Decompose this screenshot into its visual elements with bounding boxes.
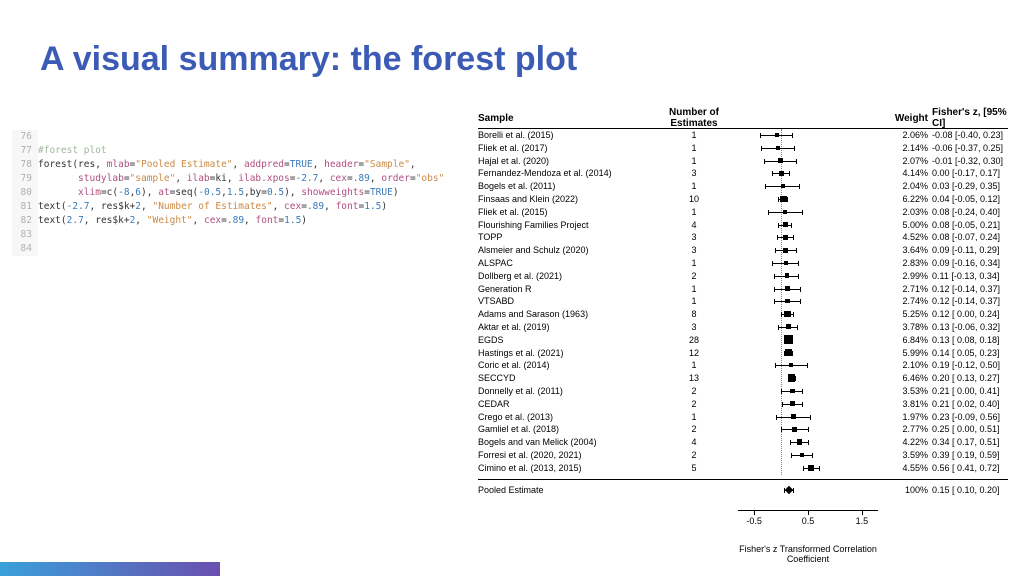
forest-plot: Sample Number of Estimates Weight Fisher… xyxy=(478,110,1008,542)
plot-row: Fernandez-Mendoza et al. (2014)34.14% 0.… xyxy=(478,167,1008,180)
plot-row: CEDAR23.81% 0.21 [ 0.02, 0.40] xyxy=(478,398,1008,411)
header-n: Number of Estimates xyxy=(650,107,738,129)
plot-row: Dollberg et al. (2021)22.99% 0.11 [-0.13… xyxy=(478,270,1008,283)
plot-row: Adams and Sarason (1963)85.25% 0.12 [ 0.… xyxy=(478,308,1008,321)
plot-row: SECCYD136.46% 0.20 [ 0.13, 0.27] xyxy=(478,372,1008,385)
plot-row: Forresi et al. (2020, 2021)23.59% 0.39 [… xyxy=(478,449,1008,462)
plot-row: Flourishing Families Project45.00% 0.08 … xyxy=(478,219,1008,232)
plot-row: Fliek et al. (2017)12.14%-0.06 [-0.37, 0… xyxy=(478,142,1008,155)
plot-rows: Borelli et al. (2015)12.06%-0.08 [-0.40,… xyxy=(478,128,1008,475)
header-ci: Fisher's z, [95% CI] xyxy=(928,107,1008,129)
plot-row: Aktar et al. (2019)33.78% 0.13 [-0.06, 0… xyxy=(478,321,1008,334)
header-weight: Weight xyxy=(878,113,928,124)
plot-row: Borelli et al. (2015)12.06%-0.08 [-0.40,… xyxy=(478,129,1008,142)
plot-row: Donnelly et al. (2011)23.53% 0.21 [ 0.00… xyxy=(478,385,1008,398)
slide-title: A visual summary: the forest plot xyxy=(40,40,577,79)
plot-row: ALSPAC12.83% 0.09 [-0.16, 0.34] xyxy=(478,257,1008,270)
plot-row: Gamliel et al. (2018)22.77% 0.25 [ 0.00,… xyxy=(478,423,1008,436)
plot-row: Hajal et al. (2020)12.07%-0.01 [-0.32, 0… xyxy=(478,155,1008,168)
plot-row: Crego et al. (2013)11.97% 0.23 [-0.09, 0… xyxy=(478,411,1008,424)
plot-row: Finsaas and Klein (2022)106.22% 0.04 [-0… xyxy=(478,193,1008,206)
plot-row: Bogels and van Melick (2004)44.22% 0.34 … xyxy=(478,436,1008,449)
plot-row: TOPP34.52% 0.08 [-0.07, 0.24] xyxy=(478,231,1008,244)
x-axis: -0.50.51.5 xyxy=(738,502,878,542)
plot-row: Alsmeier and Schulz (2020)33.64% 0.09 [-… xyxy=(478,244,1008,257)
code-block: 7677#forest plot78forest(res, mlab="Pool… xyxy=(12,130,444,256)
footer-bar xyxy=(0,562,220,576)
plot-row: VTSABD12.74% 0.12 [-0.14, 0.37] xyxy=(478,295,1008,308)
plot-row: Coric et al. (2014)12.10% 0.19 [-0.12, 0… xyxy=(478,359,1008,372)
header-sample: Sample xyxy=(478,113,650,124)
plot-row: Hastings et al. (2021)125.99% 0.14 [ 0.0… xyxy=(478,347,1008,360)
plot-row: Bogels et al. (2011)12.04% 0.03 [-0.29, … xyxy=(478,180,1008,193)
plot-row: Generation R12.71% 0.12 [-0.14, 0.37] xyxy=(478,283,1008,296)
plot-row: Cimino et al. (2013, 2015)54.55% 0.56 [ … xyxy=(478,462,1008,475)
x-axis-label: Fisher's z Transformed Correlation Coeff… xyxy=(738,544,878,564)
plot-row: Fliek et al. (2015)12.03% 0.08 [-0.24, 0… xyxy=(478,206,1008,219)
plot-row: EGDS286.84% 0.13 [ 0.08, 0.18] xyxy=(478,334,1008,347)
plot-header: Sample Number of Estimates Weight Fisher… xyxy=(478,110,1008,126)
pooled-row: Pooled Estimate100% 0.15 [ 0.10, 0.20] xyxy=(478,479,1008,497)
